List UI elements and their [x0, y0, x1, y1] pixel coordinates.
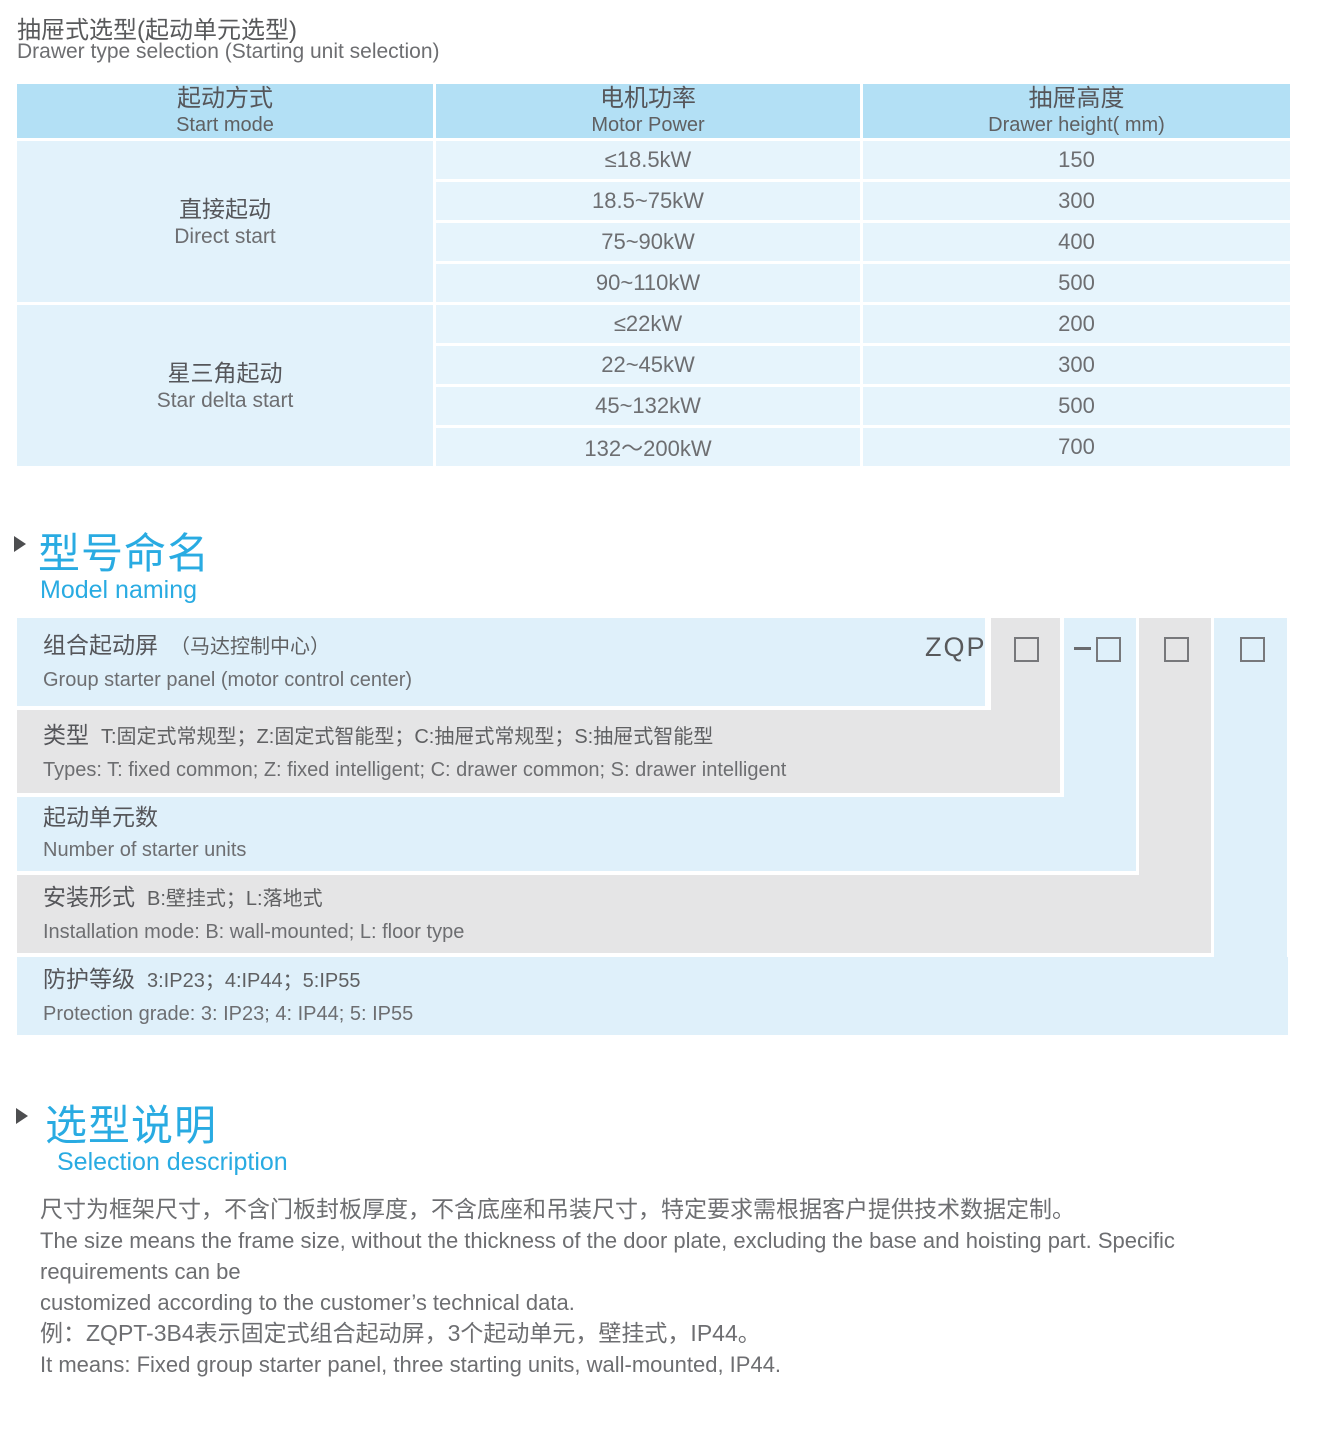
column-header-en: Motor Power: [591, 114, 705, 136]
band-label-group-starter-panel: 组合起动屏 （马达控制中心） Group starter panel (motor…: [43, 630, 412, 693]
drawer-height-cell: 200: [863, 305, 1290, 343]
model-naming-heading-en: Model naming: [40, 576, 198, 604]
band-detail-zh: T:固定式常规型；Z:固定式智能型；C:抽屉式常规型；S:抽屉式智能型: [101, 726, 714, 748]
column-header-zh: 抽屉高度: [1028, 85, 1125, 112]
model-code-box-protection: [1240, 637, 1265, 662]
model-band-type: [17, 710, 1060, 793]
band-label-zh: 组合起动屏: [43, 632, 158, 658]
motor-power-cell: ≤18.5kW: [436, 141, 860, 179]
model-code-box-type: [1014, 637, 1039, 662]
motor-power-cell: 75~90kW: [436, 223, 860, 261]
description-line: It means: Fixed group starter panel, thr…: [40, 1352, 782, 1377]
motor-power-cell: ≤22kW: [436, 305, 860, 343]
model-code-box-unit-count: [1096, 637, 1121, 662]
start-mode-cell-star-delta-start: 星三角起动 Star delta start: [17, 305, 433, 466]
band-label-zh: 类型: [43, 722, 89, 748]
description-line: customized according to the customer’s t…: [40, 1290, 575, 1315]
section-arrow-icon: [16, 1108, 28, 1124]
selection-description-text: 尺寸为框架尺寸，不含门板封板厚度，不含底座和吊装尺寸，特定要求需根据客户提供技术…: [40, 1194, 1290, 1380]
page-title: 抽屉式选型(起动单元选型): [17, 17, 297, 44]
column-header-drawer-height: 抽屉高度 Drawer height( mm): [863, 84, 1290, 138]
band-label-en: Protection grade: 3: IP23; 4: IP44; 5: I…: [43, 1003, 414, 1025]
drawer-height-cell: 500: [863, 387, 1290, 425]
start-mode-en: Direct start: [174, 224, 276, 248]
drawer-height-cell: 300: [863, 182, 1290, 220]
band-detail-zh: （马达控制中心）: [170, 636, 330, 658]
band-label-protection: 防护等级 3:IP23；4:IP44；5:IP55 Protection grad…: [43, 964, 413, 1027]
drawer-height-cell: 150: [863, 141, 1290, 179]
column-header-zh: 起动方式: [177, 85, 273, 112]
description-line: 尺寸为框架尺寸，不含门板封板厚度，不含底座和吊装尺寸，特定要求需根据客户提供技术…: [40, 1196, 1075, 1222]
band-label-zh: 安装形式: [43, 884, 135, 910]
model-band-installation: [17, 875, 1211, 953]
motor-power-cell: 132～200kW: [436, 428, 860, 466]
band-label-installation: 安装形式 B:壁挂式；L:落地式 Installation mode: B: wa…: [43, 882, 464, 945]
band-label-en: Number of starter units: [43, 839, 247, 861]
dash-icon: [1074, 647, 1091, 650]
model-naming-heading: 型号命名: [38, 530, 211, 577]
drawer-height-cell: 500: [863, 264, 1290, 302]
band-label-zh: 起动单元数: [43, 804, 158, 830]
page-subtitle: Drawer type selection (Starting unit sel…: [17, 40, 440, 63]
band-label-en: Types: T: fixed common; Z: fixed intelli…: [43, 759, 787, 781]
drawer-height-cell: 700: [863, 428, 1290, 466]
column-header-en: Drawer height( mm): [988, 114, 1165, 136]
motor-power-cell: 45~132kW: [436, 387, 860, 425]
motor-power-cell: 18.5~75kW: [436, 182, 860, 220]
drawer-height-cell: 300: [863, 346, 1290, 384]
motor-power-cell: 22~45kW: [436, 346, 860, 384]
motor-power-cell: 90~110kW: [436, 264, 860, 302]
start-mode-cell-direct-start: 直接起动 Direct start: [17, 141, 433, 302]
description-line: The size means the frame size, without t…: [40, 1228, 1175, 1284]
start-mode-zh: 星三角起动: [167, 359, 283, 386]
start-mode-zh: 直接起动: [179, 195, 271, 222]
band-label-en: Group starter panel (motor control cente…: [43, 669, 413, 691]
section-arrow-icon: [14, 536, 26, 552]
column-header-en: Start mode: [176, 114, 274, 136]
band-label-en: Installation mode: B: wall-mounted; L: f…: [43, 921, 465, 943]
description-line: 例：ZQPT-3B4表示固定式组合起动屏，3个起动单元，壁挂式，IP44。: [40, 1320, 761, 1346]
drawer-height-cell: 400: [863, 223, 1290, 261]
band-detail-zh: B:壁挂式；L:落地式: [147, 888, 323, 910]
model-code-prefix: ZQP: [925, 632, 987, 662]
model-band-protection: [17, 957, 1288, 1035]
band-detail-zh: 3:IP23；4:IP44；5:IP55: [147, 970, 361, 992]
model-band-unit-count: [17, 797, 1136, 871]
model-code-box-installation: [1164, 637, 1189, 662]
model-band-group-starter-panel: [17, 618, 985, 706]
drawer-selection-table: 起动方式 Start mode 电机功率 Motor Power 抽屉高度 Dr…: [17, 84, 1290, 466]
column-header-start-mode: 起动方式 Start mode: [17, 84, 433, 138]
band-label-type: 类型 T:固定式常规型；Z:固定式智能型；C:抽屉式常规型；S:抽屉式智能型 Ty…: [43, 720, 786, 783]
band-label-unit-count: 起动单元数 Number of starter units: [43, 802, 246, 863]
column-header-zh: 电机功率: [600, 85, 696, 112]
column-header-motor-power: 电机功率 Motor Power: [436, 84, 860, 138]
selection-description-heading: 选型说明: [45, 1102, 218, 1149]
start-mode-en: Star delta start: [156, 388, 294, 412]
band-label-zh: 防护等级: [43, 966, 135, 992]
selection-description-heading-en: Selection description: [57, 1148, 288, 1176]
